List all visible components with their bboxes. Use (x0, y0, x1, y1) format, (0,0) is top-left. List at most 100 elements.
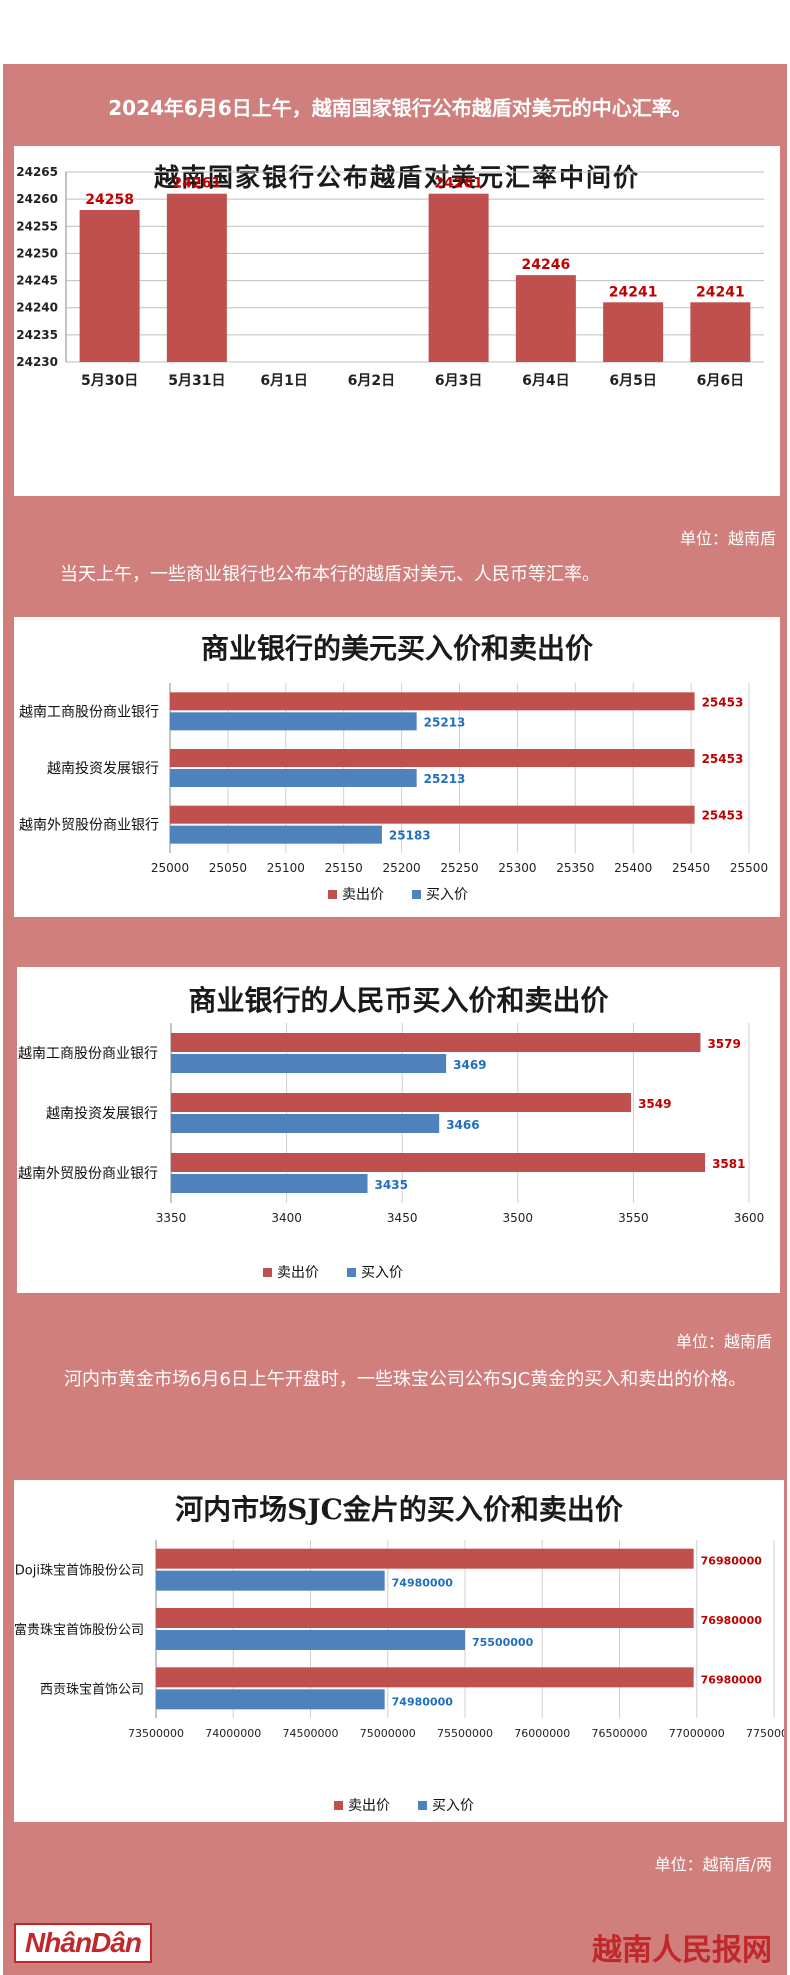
bar (603, 302, 664, 362)
x-tick-label: 3450 (387, 1211, 418, 1225)
data-label: 24246 (522, 257, 571, 273)
x-tick-label: 25200 (383, 861, 421, 875)
chart-title: 商业银行的人民币买入价和卖出价 (188, 984, 609, 1017)
bar (166, 193, 227, 362)
data-label: 3549 (638, 1097, 671, 1111)
x-tick-label: 6月6日 (697, 373, 744, 389)
category-label: 越南外贸股份商业银行 (18, 1166, 158, 1182)
x-tick-label: 25500 (730, 861, 768, 875)
intro-text-2: 当天上午，一些商业银行也公布本行的越盾对美元、人民币等汇率。 (60, 564, 600, 585)
bar-buy (156, 1630, 465, 1650)
x-tick-label: 76000000 (514, 1727, 570, 1740)
bar-buy (156, 1689, 385, 1710)
data-label: 24261 (173, 176, 222, 192)
data-label: 76980000 (701, 1673, 763, 1686)
x-tick-label: 77500000 (746, 1727, 784, 1740)
data-label: 25453 (702, 809, 744, 823)
central-rate-chart: 越南国家银行公布越盾对美元汇率中间价 24230 24235 24240 24245 2… (14, 146, 780, 496)
unit-label-2: 单位：越南盾 (675, 1332, 772, 1351)
site-name-logo: 越南人民报网 (592, 1933, 772, 1968)
x-tick-label: 74500000 (283, 1727, 339, 1740)
x-tick-label: 25150 (325, 861, 363, 875)
y-tick-label: 24260 (16, 192, 58, 206)
bar-sell (170, 692, 695, 711)
gold-price-chart: 河内市场SJC金片的买入价和卖出价 73500000 74000000 745000… (14, 1480, 784, 1822)
legend-label-sell: 卖出价 (348, 1798, 390, 1814)
cny-bank-chart: 商业银行的人民币买入价和卖出价 3350 3400 3450 3500 3550 3600… (17, 967, 780, 1293)
data-label: 24241 (609, 284, 658, 300)
category-label: 越南投资发展银行 (46, 1106, 158, 1122)
x-tick-label: 3600 (734, 1211, 765, 1225)
bar-buy (171, 1114, 440, 1133)
unit-label-3: 单位：越南盾/两 (654, 1855, 772, 1874)
data-label: 3466 (446, 1118, 479, 1132)
x-tick-label: 6月4日 (522, 373, 569, 389)
data-label: 3581 (712, 1157, 745, 1171)
y-tick-label: 24230 (16, 355, 58, 369)
x-tick-label: 73500000 (128, 1727, 184, 1740)
category-label: 越南外贸股份商业银行 (19, 818, 159, 834)
category-label: 越南工商股份商业银行 (19, 704, 159, 720)
legend-label-buy: 买入价 (426, 887, 468, 903)
x-tick-label: 5月31日 (168, 373, 225, 389)
x-tick-label: 25300 (498, 861, 536, 875)
x-tick-label: 25250 (440, 861, 478, 875)
data-label: 24241 (696, 284, 745, 300)
data-label: 25183 (389, 829, 431, 843)
legend-swatch-sell (263, 1268, 272, 1277)
x-tick-label: 3550 (618, 1211, 649, 1225)
y-tick-label: 24265 (16, 165, 58, 179)
data-label: 75500000 (472, 1636, 534, 1649)
legend-label-sell: 卖出价 (342, 887, 384, 903)
x-tick-label: 5月30日 (81, 373, 138, 389)
x-tick-label: 75000000 (360, 1727, 416, 1740)
data-label: 76980000 (701, 1555, 763, 1568)
data-label: 25453 (702, 752, 744, 766)
data-label: 25453 (702, 695, 744, 709)
chart-title: 河内市场SJC金片的买入价和卖出价 (175, 1493, 623, 1526)
bar-buy (171, 1174, 368, 1193)
usd-bank-chart: 商业银行的美元买入价和卖出价 25000 25050 25100 25150 25200… (14, 617, 780, 917)
intro-text-1: 2024年6月6日上午，越南国家银行公布越盾对美元的中心汇率。 (108, 96, 692, 120)
data-label: 74980000 (392, 1577, 454, 1590)
data-label: 24261 (434, 176, 483, 192)
x-tick-label: 25350 (556, 861, 594, 875)
bar-buy (170, 825, 382, 844)
bar (515, 275, 576, 362)
data-label: 3579 (707, 1037, 740, 1051)
x-tick-label: 25400 (614, 861, 652, 875)
x-tick-label: 25050 (209, 861, 247, 875)
nhandan-logo-text: NhânDân (25, 1927, 142, 1958)
category-label: 富贵珠宝首饰股份公司 (14, 1622, 144, 1638)
x-tick-label: 25000 (151, 861, 189, 875)
bar-buy (170, 769, 417, 787)
legend-swatch-sell (334, 1801, 343, 1810)
x-tick-label: 6月3日 (435, 373, 482, 389)
bar-sell (156, 1608, 694, 1628)
category-label: Doji珠宝首饰股份公司 (15, 1564, 144, 1579)
x-tick-label: 6月2日 (348, 373, 395, 389)
bar-buy (170, 712, 417, 731)
data-label: 74980000 (392, 1695, 454, 1708)
bar-sell (156, 1548, 694, 1569)
data-label: 25213 (424, 772, 466, 786)
data-label: 3469 (453, 1058, 486, 1072)
bar (428, 193, 489, 362)
bar-buy (171, 1054, 447, 1073)
data-label: 25213 (424, 715, 466, 729)
intro-text-3: 河内市黄金市场6月6日上午开盘时，一些珠宝公司公布SJC黄金的买入和卖出的价格。 (64, 1369, 747, 1390)
legend-label-buy: 买入价 (361, 1265, 403, 1281)
y-tick-label: 24245 (16, 274, 58, 288)
x-tick-label: 25100 (267, 861, 305, 875)
legend-swatch-buy (347, 1268, 356, 1277)
x-tick-label: 3500 (503, 1211, 534, 1225)
y-tick-label: 24250 (16, 246, 58, 260)
x-tick-label: 3400 (271, 1211, 302, 1225)
x-tick-label: 77000000 (669, 1727, 725, 1740)
x-tick-label: 6月5日 (609, 373, 656, 389)
chart-title: 越南国家银行公布越盾对美元汇率中间价 (153, 163, 640, 192)
bar (79, 210, 140, 362)
legend-swatch-buy (418, 1801, 427, 1810)
bar-sell (170, 805, 695, 824)
data-label: 24258 (85, 192, 134, 208)
